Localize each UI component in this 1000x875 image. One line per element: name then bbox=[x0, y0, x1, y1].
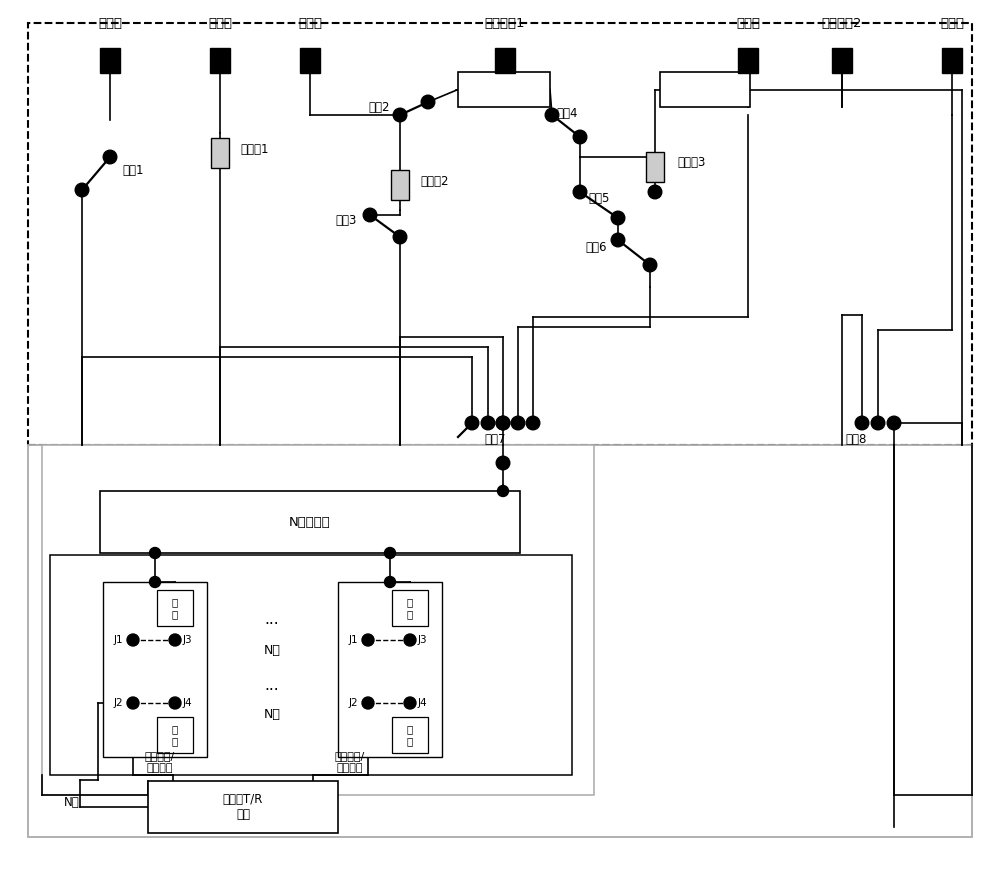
Circle shape bbox=[384, 548, 396, 558]
Text: 多通道T/R
组件: 多通道T/R 组件 bbox=[223, 793, 263, 821]
Text: 衰减器2: 衰减器2 bbox=[420, 174, 448, 187]
Text: 负
载: 负 载 bbox=[172, 598, 178, 619]
Text: 开关7: 开关7 bbox=[484, 432, 506, 445]
Text: 矢网端口2: 矢网端口2 bbox=[822, 17, 862, 30]
Text: 信号源: 信号源 bbox=[98, 17, 122, 30]
Bar bbox=[391, 170, 409, 200]
Text: J3: J3 bbox=[183, 635, 193, 645]
Text: N路: N路 bbox=[64, 796, 80, 809]
Text: ...: ... bbox=[265, 612, 279, 627]
Bar bbox=[157, 717, 193, 753]
Bar bbox=[28, 445, 972, 837]
Bar bbox=[392, 590, 428, 626]
Bar bbox=[300, 47, 320, 73]
Circle shape bbox=[127, 634, 139, 646]
Circle shape bbox=[496, 456, 510, 470]
Bar bbox=[148, 781, 338, 833]
Circle shape bbox=[362, 634, 374, 646]
Circle shape bbox=[496, 416, 510, 430]
Text: 开关6: 开关6 bbox=[585, 241, 606, 254]
Text: 衰减器1: 衰减器1 bbox=[240, 143, 268, 156]
Circle shape bbox=[498, 486, 509, 496]
Text: ...: ... bbox=[265, 677, 279, 692]
Bar bbox=[210, 47, 230, 73]
Text: N路: N路 bbox=[264, 709, 280, 722]
Text: 负
载: 负 载 bbox=[407, 598, 413, 619]
Circle shape bbox=[362, 697, 374, 709]
Text: 负
载: 负 载 bbox=[407, 724, 413, 746]
Bar bbox=[100, 491, 520, 553]
Bar bbox=[157, 590, 193, 626]
Bar bbox=[211, 138, 229, 168]
Circle shape bbox=[496, 416, 510, 430]
Text: 频谱仪: 频谱仪 bbox=[736, 17, 760, 30]
Circle shape bbox=[169, 697, 181, 709]
Circle shape bbox=[393, 108, 407, 122]
Circle shape bbox=[150, 577, 160, 587]
Circle shape bbox=[169, 634, 181, 646]
Bar bbox=[458, 72, 550, 107]
Circle shape bbox=[648, 186, 662, 199]
Text: 开关4: 开关4 bbox=[556, 107, 578, 120]
Circle shape bbox=[511, 416, 525, 430]
Circle shape bbox=[573, 186, 587, 199]
Text: 噪声仪: 噪声仪 bbox=[940, 17, 964, 30]
Bar bbox=[50, 555, 572, 775]
Circle shape bbox=[643, 258, 657, 272]
Bar bbox=[42, 445, 594, 795]
Circle shape bbox=[384, 577, 396, 587]
Circle shape bbox=[393, 230, 407, 244]
Circle shape bbox=[871, 416, 885, 430]
Bar bbox=[338, 582, 442, 757]
Circle shape bbox=[404, 634, 416, 646]
Text: 负
载: 负 载 bbox=[172, 724, 178, 746]
Bar bbox=[832, 47, 852, 73]
Circle shape bbox=[526, 416, 540, 430]
Text: N路合路器: N路合路器 bbox=[289, 515, 331, 528]
Circle shape bbox=[887, 416, 901, 430]
Bar bbox=[738, 47, 758, 73]
Circle shape bbox=[103, 150, 117, 164]
Text: 发射输入/
接收输出: 发射输入/ 接收输出 bbox=[335, 752, 365, 773]
Text: 衰减器3: 衰减器3 bbox=[677, 156, 705, 169]
Text: 开关8: 开关8 bbox=[845, 432, 866, 445]
Text: J1: J1 bbox=[348, 635, 358, 645]
Bar bbox=[100, 47, 120, 73]
Circle shape bbox=[363, 208, 377, 221]
Text: 发射输出/
接收输入: 发射输出/ 接收输入 bbox=[145, 752, 175, 773]
Text: 矢网端口1: 矢网端口1 bbox=[485, 17, 525, 30]
Text: 开关2: 开关2 bbox=[368, 101, 390, 114]
Circle shape bbox=[75, 183, 89, 197]
Bar bbox=[28, 23, 972, 445]
Circle shape bbox=[421, 95, 435, 108]
Circle shape bbox=[611, 211, 625, 225]
Circle shape bbox=[611, 234, 625, 247]
Circle shape bbox=[127, 697, 139, 709]
Circle shape bbox=[855, 416, 869, 430]
Text: J4: J4 bbox=[183, 698, 193, 708]
Circle shape bbox=[481, 416, 495, 430]
Text: J2: J2 bbox=[348, 698, 358, 708]
Text: J4: J4 bbox=[418, 698, 428, 708]
Bar bbox=[495, 47, 515, 73]
Text: 开关5: 开关5 bbox=[588, 192, 609, 205]
Circle shape bbox=[465, 416, 479, 430]
Bar bbox=[660, 72, 750, 107]
Circle shape bbox=[545, 108, 559, 122]
Bar bbox=[392, 717, 428, 753]
Text: 功率计: 功率计 bbox=[208, 17, 232, 30]
Bar bbox=[646, 152, 664, 182]
Text: J1: J1 bbox=[113, 635, 123, 645]
Text: 开关3: 开关3 bbox=[335, 214, 356, 227]
Bar bbox=[103, 582, 207, 757]
Text: J3: J3 bbox=[418, 635, 428, 645]
Circle shape bbox=[404, 697, 416, 709]
Circle shape bbox=[150, 548, 160, 558]
Bar bbox=[942, 47, 962, 73]
Circle shape bbox=[573, 130, 587, 144]
Text: 开关1: 开关1 bbox=[122, 164, 144, 177]
Text: 噪声源: 噪声源 bbox=[298, 17, 322, 30]
Text: J2: J2 bbox=[113, 698, 123, 708]
Text: N路: N路 bbox=[264, 643, 280, 656]
